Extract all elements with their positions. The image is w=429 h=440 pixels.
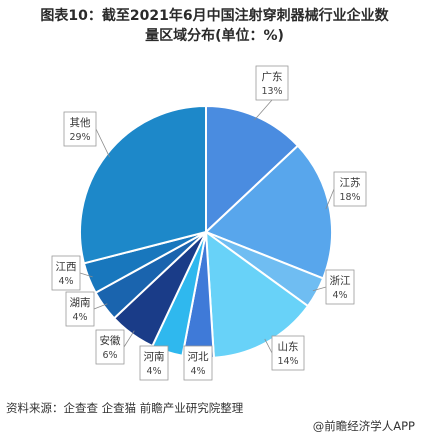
pie-slice-1 xyxy=(204,144,333,280)
label-box-1 xyxy=(333,171,367,207)
label-box-9 xyxy=(63,111,97,147)
slice-label-3: 山东 xyxy=(278,340,299,353)
slice-label-4: 河北 xyxy=(188,351,209,363)
label-box-0 xyxy=(255,65,289,101)
leader-line-1 xyxy=(325,188,335,210)
slice-value-8: 4% xyxy=(58,276,73,287)
slice-label-9: 其他 xyxy=(70,116,91,129)
label-box-4 xyxy=(183,345,213,381)
leader-line-7 xyxy=(93,303,108,310)
pie-slice-0 xyxy=(205,104,300,235)
chart-title-line2: 量区域分布(单位：%) xyxy=(145,28,284,44)
label-box-3 xyxy=(271,335,305,371)
slice-value-0: 13% xyxy=(261,86,282,97)
label-box-5 xyxy=(139,345,169,381)
slice-label-7: 湖南 xyxy=(70,296,91,309)
leader-line-2 xyxy=(312,286,327,292)
slice-label-8: 江西 xyxy=(56,261,77,273)
slice-label-1: 江苏 xyxy=(340,176,361,189)
pie-slice-9 xyxy=(79,104,207,265)
chart-title: 图表10：截至2021年6月中国注射穿刺器械行业企业数 量区域分布(单位：%) xyxy=(0,6,429,46)
slice-label-0: 广东 xyxy=(262,70,283,83)
slice-value-2: 4% xyxy=(332,290,347,301)
slice-value-5: 4% xyxy=(146,366,161,377)
slice-value-6: 6% xyxy=(102,350,117,361)
slice-label-2: 浙江 xyxy=(330,275,351,287)
slice-label-6: 安徽 xyxy=(100,334,121,347)
label-box-6 xyxy=(95,329,125,365)
label-box-7 xyxy=(65,291,95,327)
leader-line-9 xyxy=(95,128,110,158)
brand-credit: @前瞻经济学人APP xyxy=(312,419,415,433)
slice-value-9: 29% xyxy=(69,132,90,143)
slice-value-7: 4% xyxy=(72,312,87,323)
leader-line-8 xyxy=(79,272,93,278)
leader-line-3 xyxy=(264,338,273,354)
source-note: 资料来源：企查查 企查猫 前瞻产业研究院整理 xyxy=(6,401,244,415)
slice-value-1: 18% xyxy=(339,192,360,203)
slice-value-3: 14% xyxy=(277,356,298,367)
leader-line-0 xyxy=(254,99,273,121)
label-box-8 xyxy=(51,255,81,291)
chart-title-line1: 图表10：截至2021年6月中国注射穿刺器械行业企业数 xyxy=(40,8,389,24)
label-box-2 xyxy=(325,269,355,305)
slice-label-5: 河南 xyxy=(144,350,165,363)
leader-line-6 xyxy=(123,330,135,348)
slice-value-4: 4% xyxy=(190,366,205,377)
